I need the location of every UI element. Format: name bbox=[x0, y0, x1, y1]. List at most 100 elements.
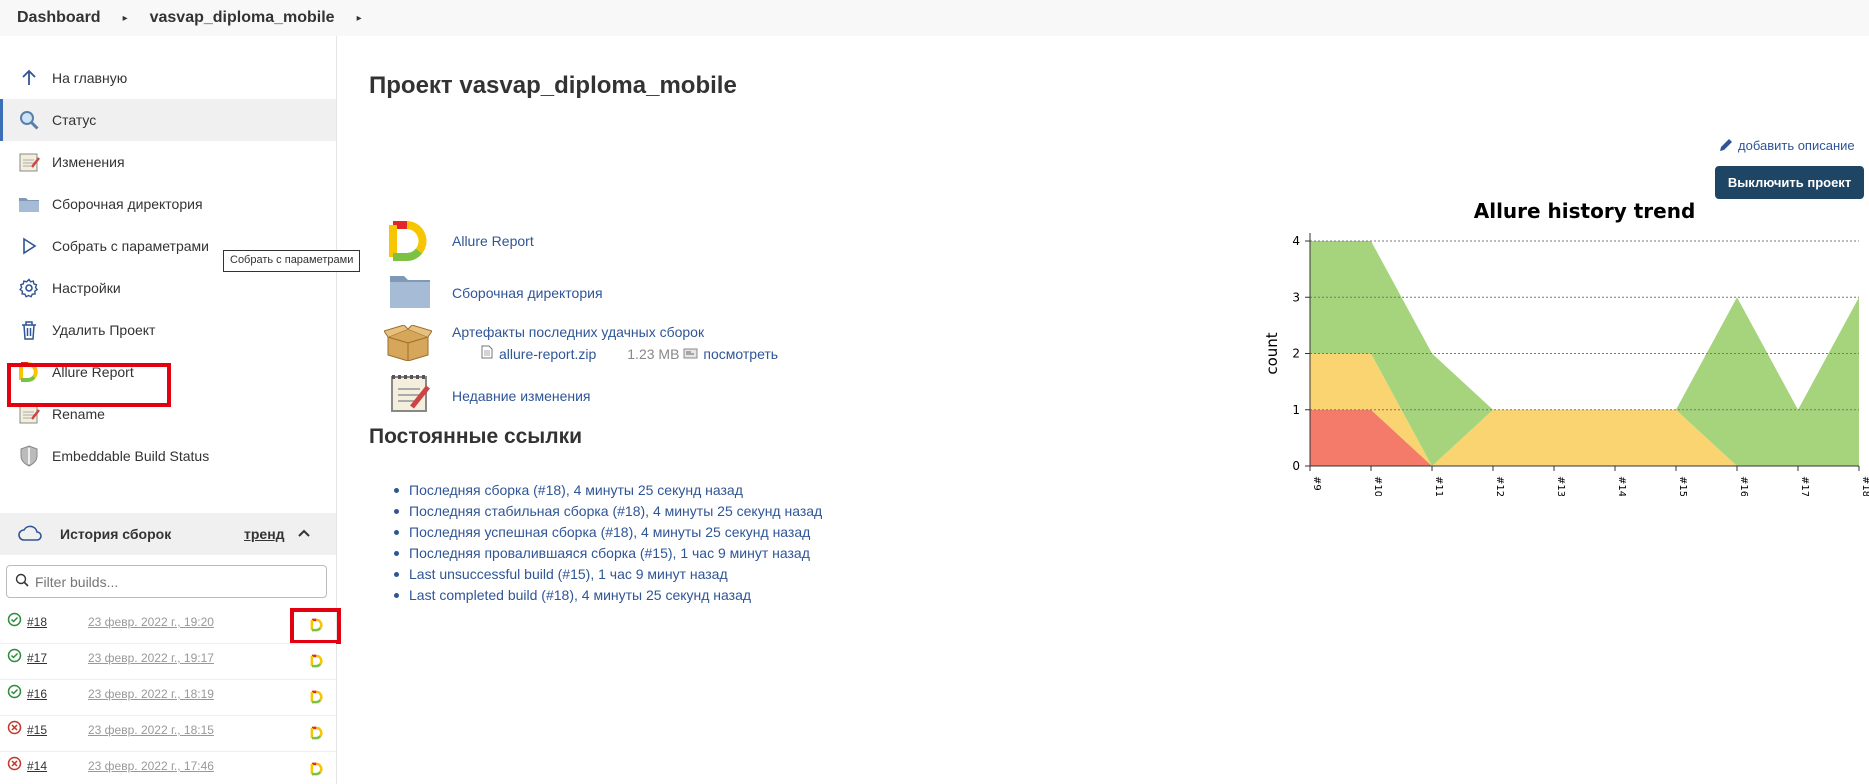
allure-icon[interactable] bbox=[310, 654, 324, 671]
file-icon bbox=[481, 345, 493, 362]
allure-report-link[interactable]: Allure Report bbox=[452, 233, 534, 249]
build-number-link[interactable]: #16 bbox=[27, 687, 48, 701]
highlight-box bbox=[7, 363, 171, 407]
sidebar-item-label: Собрать с параметрами bbox=[52, 238, 209, 254]
sidebar-item-label: Изменения bbox=[52, 154, 125, 170]
y-axis-label: count bbox=[1263, 332, 1281, 374]
allure-icon[interactable] bbox=[310, 618, 324, 635]
search-icon bbox=[16, 107, 42, 133]
sidebar-item-rename[interactable]: Rename bbox=[0, 393, 336, 435]
notepad-icon bbox=[16, 401, 42, 427]
allure-trend-chart[interactable]: Allure history trend 0 1 2 3 4 #9 #10 #11 #12 #13 #… bbox=[1260, 196, 1869, 496]
search-icon bbox=[15, 573, 29, 590]
permalink-item[interactable]: Последняя сборка (#18), 4 минуты 25 секу… bbox=[390, 480, 822, 501]
disable-project-button[interactable]: Выключить проект bbox=[1715, 166, 1864, 199]
filter-builds-box bbox=[6, 565, 327, 598]
build-number-link[interactable]: #17 bbox=[27, 651, 48, 665]
artifacts-link[interactable]: Артефакты последних удачных сборок bbox=[452, 324, 705, 340]
page-title: Проект vasvap_diploma_mobile bbox=[369, 72, 737, 99]
add-description-link[interactable]: добавить описание bbox=[1718, 137, 1855, 153]
workspace-link[interactable]: Сборочная директория bbox=[452, 285, 603, 301]
x-tick-label: #11 bbox=[1433, 476, 1444, 496]
permalink-item[interactable]: Последняя провалившаяся сборка (#15), 1 … bbox=[390, 543, 822, 564]
sidebar-item-label: Rename bbox=[52, 406, 105, 422]
chevron-right-icon[interactable]: ▸ bbox=[356, 12, 362, 24]
allure-icon[interactable] bbox=[310, 690, 324, 707]
sidebar-item-delete-project[interactable]: Удалить Проект bbox=[0, 309, 336, 351]
sidebar-item-workspace[interactable]: Сборочная директория bbox=[0, 183, 336, 225]
artifact-item: allure-report.zip 1.23 MB посмотреть bbox=[481, 345, 778, 362]
failed-icon bbox=[7, 720, 22, 738]
x-tick-label: #17 bbox=[1799, 476, 1810, 496]
notepad-icon bbox=[16, 149, 42, 175]
breadcrumb: Dashboard ▸ vasvap_diploma_mobile ▸ bbox=[0, 0, 1869, 36]
view-icon bbox=[683, 346, 698, 362]
permalink-item[interactable]: Последняя успешная сборка (#18), 4 минут… bbox=[390, 522, 822, 543]
filter-builds-input[interactable] bbox=[35, 573, 305, 590]
notepad-icon[interactable] bbox=[388, 371, 432, 420]
build-date-link[interactable]: 23 февр. 2022 г., 17:46 bbox=[88, 759, 214, 773]
permalink-item[interactable]: Last completed build (#18), 4 минуты 25 … bbox=[390, 585, 822, 606]
y-tick-label: 2 bbox=[1292, 347, 1300, 361]
sidebar-item-label: Сборочная директория bbox=[52, 196, 203, 212]
sidebar-item-label: Удалить Проект bbox=[52, 322, 156, 338]
gear-icon bbox=[16, 275, 42, 301]
cloud-icon bbox=[18, 525, 42, 544]
x-tick-label: #9 bbox=[1311, 476, 1322, 491]
permalinks-list: Последняя сборка (#18), 4 минуты 25 секу… bbox=[390, 480, 822, 606]
build-date-link[interactable]: 23 февр. 2022 г., 18:19 bbox=[88, 687, 214, 701]
allure-icon[interactable] bbox=[310, 762, 324, 779]
build-number-link[interactable]: #15 bbox=[27, 723, 48, 737]
sidebar-item-build-with-params[interactable]: Собрать с параметрами bbox=[0, 225, 336, 267]
x-tick-label: #16 bbox=[1738, 476, 1749, 496]
pencil-icon bbox=[1720, 139, 1732, 151]
build-number-link[interactable]: #14 bbox=[27, 759, 48, 773]
shield-icon bbox=[16, 443, 42, 469]
play-icon bbox=[16, 233, 42, 259]
permalinks-title: Постоянные ссылки bbox=[369, 425, 583, 448]
build-date-link[interactable]: 23 февр. 2022 г., 19:20 bbox=[88, 615, 214, 629]
breadcrumb-project[interactable]: vasvap_diploma_mobile bbox=[149, 9, 335, 26]
build-date-link[interactable]: 23 февр. 2022 г., 19:17 bbox=[88, 651, 214, 665]
series-area-failed bbox=[1310, 409, 1859, 466]
chart-title: Allure history trend bbox=[1474, 199, 1696, 223]
recent-changes-link[interactable]: Недавние изменения bbox=[452, 388, 591, 404]
breadcrumb-dashboard[interactable]: Dashboard bbox=[17, 9, 101, 26]
artifact-size: 1.23 MB bbox=[627, 345, 680, 362]
sidebar-item-status[interactable]: Статус bbox=[0, 99, 336, 141]
allure-icon[interactable] bbox=[386, 219, 432, 268]
build-row: #17 23 февр. 2022 г., 19:17 bbox=[0, 644, 336, 680]
build-date-link[interactable]: 23 февр. 2022 г., 18:15 bbox=[88, 723, 214, 737]
success-icon bbox=[7, 684, 22, 702]
allure-icon[interactable] bbox=[310, 726, 324, 743]
artifact-view-link[interactable]: посмотреть bbox=[703, 345, 779, 362]
chevron-up-icon[interactable] bbox=[297, 526, 311, 543]
success-icon bbox=[7, 612, 22, 630]
build-row: #15 23 февр. 2022 г., 18:15 bbox=[0, 716, 336, 752]
sidebar-item-settings[interactable]: Настройки bbox=[0, 267, 336, 309]
artifact-file-link[interactable]: allure-report.zip bbox=[499, 345, 597, 362]
chevron-right-icon[interactable]: ▸ bbox=[122, 12, 128, 24]
sidebar-item-changes[interactable]: Изменения bbox=[0, 141, 336, 183]
sidebar-item-embeddable-build-status[interactable]: Embeddable Build Status bbox=[0, 435, 336, 477]
tooltip: Собрать с параметрами bbox=[223, 250, 361, 272]
sidebar: На главную Статус Изменения Сборочная ди… bbox=[0, 36, 337, 784]
build-row: #14 23 февр. 2022 г., 17:46 bbox=[0, 752, 336, 784]
series-area-broken bbox=[1310, 353, 1859, 466]
sidebar-item-label: Статус bbox=[52, 112, 97, 128]
build-number-link[interactable]: #18 bbox=[27, 615, 48, 629]
y-tick-label: 0 bbox=[1292, 459, 1300, 473]
build-row: #18 23 февр. 2022 г., 19:20 bbox=[0, 608, 336, 644]
sidebar-item-home[interactable]: На главную bbox=[0, 57, 336, 99]
sidebar-item-label: Allure Report bbox=[52, 364, 134, 380]
trend-link[interactable]: тренд bbox=[244, 526, 285, 542]
folder-icon[interactable] bbox=[388, 272, 432, 315]
x-tick-label: #14 bbox=[1616, 476, 1627, 496]
build-row: #16 23 февр. 2022 г., 18:19 bbox=[0, 680, 336, 716]
add-description-label: добавить описание bbox=[1738, 137, 1855, 153]
permalink-item[interactable]: Последняя стабильная сборка (#18), 4 мин… bbox=[390, 501, 822, 522]
permalink-item[interactable]: Last unsuccessful build (#15), 1 час 9 м… bbox=[390, 564, 822, 585]
highlight-box bbox=[290, 608, 341, 644]
arrow-up-icon bbox=[16, 65, 42, 91]
sidebar-item-label: Настройки bbox=[52, 280, 121, 296]
